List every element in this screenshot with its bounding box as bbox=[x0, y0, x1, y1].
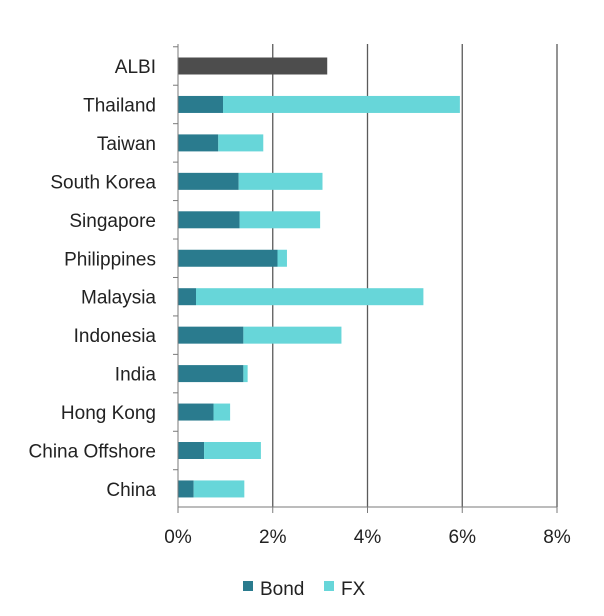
legend-label-fx: FX bbox=[341, 579, 366, 600]
bar-south-korea-fx bbox=[238, 172, 323, 190]
bar-taiwan-bond bbox=[178, 134, 219, 152]
category-labels: ALBI Thailand Taiwan South Korea Singapore Ph… bbox=[29, 57, 157, 501]
bar-china-offshore-fx bbox=[204, 442, 261, 459]
legend-swatch-fx bbox=[324, 581, 334, 591]
bar-albi-total bbox=[178, 57, 328, 75]
bar-malaysia-fx bbox=[196, 288, 424, 306]
axes bbox=[173, 44, 558, 513]
legend-label-bond: Bond bbox=[260, 579, 304, 600]
bar-china-offshore-bond bbox=[178, 442, 205, 459]
bar-singapore-bond bbox=[178, 211, 240, 229]
bar-philippines-fx bbox=[277, 249, 287, 267]
bar-india-fx bbox=[243, 365, 248, 383]
bar-thailand-fx bbox=[223, 95, 460, 113]
x-tick-label-2: 2% bbox=[259, 527, 287, 548]
bar-indonesia-bond bbox=[178, 326, 244, 344]
category-label-philippines: Philippines bbox=[64, 249, 156, 270]
x-tick-label-6: 6% bbox=[449, 527, 477, 548]
category-label-thailand: Thailand bbox=[83, 95, 156, 116]
bar-taiwan-fx bbox=[218, 134, 264, 152]
x-tick-label-0: 0% bbox=[164, 527, 192, 548]
bars bbox=[178, 57, 460, 498]
category-label-indonesia: Indonesia bbox=[74, 326, 157, 347]
bar-philippines-bond bbox=[178, 249, 278, 267]
bar-south-korea-bond bbox=[178, 172, 239, 190]
category-label-south-korea: South Korea bbox=[50, 172, 156, 193]
gridlines bbox=[272, 44, 558, 507]
bar-singapore-fx bbox=[239, 211, 321, 229]
bar-hong-kong-fx bbox=[213, 403, 231, 421]
x-tick-labels: 0% 2% 4% 6% 8% bbox=[164, 527, 571, 548]
legend: Bond FX bbox=[243, 579, 366, 600]
category-label-taiwan: Taiwan bbox=[97, 134, 156, 155]
category-label-china-offshore: China Offshore bbox=[29, 442, 156, 463]
x-tick-label-8: 8% bbox=[543, 527, 571, 548]
category-label-malaysia: Malaysia bbox=[81, 288, 156, 309]
x-tick-label-4: 4% bbox=[354, 527, 382, 548]
bar-indonesia-fx bbox=[243, 326, 342, 344]
bar-china-bond bbox=[178, 480, 194, 498]
bar-india-bond bbox=[178, 365, 244, 383]
category-label-india: India bbox=[115, 365, 157, 386]
category-label-hong-kong: Hong Kong bbox=[61, 403, 156, 424]
category-label-albi: ALBI bbox=[115, 57, 156, 78]
category-label-china: China bbox=[106, 480, 156, 501]
bar-china-fx bbox=[193, 480, 245, 498]
category-label-singapore: Singapore bbox=[69, 211, 156, 232]
bar-thailand-bond bbox=[178, 95, 224, 113]
legend-swatch-bond bbox=[243, 581, 253, 591]
bar-hong-kong-bond bbox=[178, 403, 214, 421]
bar-malaysia-bond bbox=[178, 288, 197, 306]
